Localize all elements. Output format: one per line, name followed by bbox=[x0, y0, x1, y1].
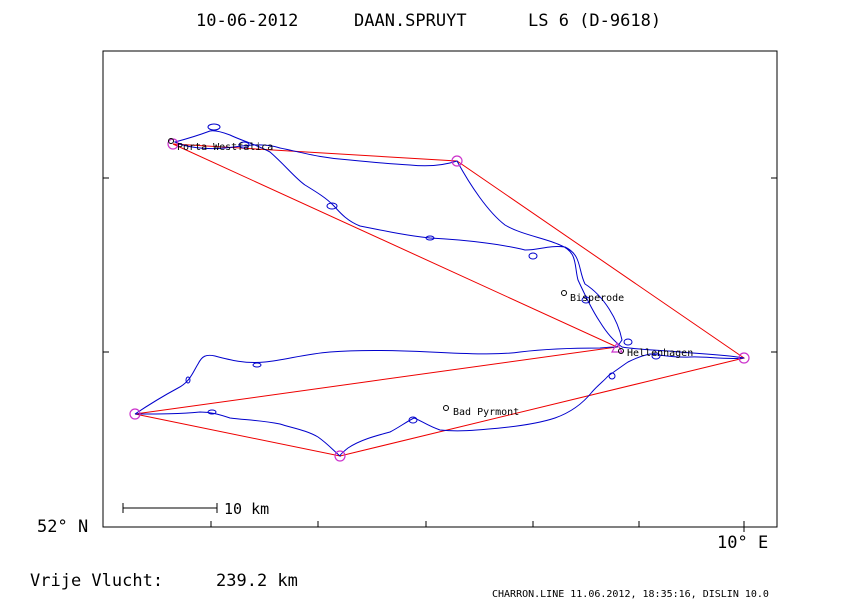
turnpoint-2 bbox=[451, 155, 463, 167]
track-leg-north bbox=[173, 130, 623, 348]
right-ticks bbox=[771, 177, 777, 353]
thermal-markers bbox=[185, 123, 661, 424]
scale-bar bbox=[122, 503, 218, 513]
footer-text: CHARRON.LINE 11.06.2012, 18:35:16, DISLI… bbox=[492, 589, 769, 600]
place-label-hellenhagen: Hellenhagen bbox=[627, 348, 693, 359]
title-glider: LS 6 (D-9618) bbox=[528, 11, 661, 31]
flight-track bbox=[134, 130, 745, 458]
place-label-bisperode: Bisperode bbox=[570, 293, 624, 304]
lon-label: 10° E bbox=[717, 533, 768, 553]
turnpoints bbox=[129, 138, 750, 462]
track-leg-west bbox=[134, 346, 618, 415]
place-markers bbox=[168, 138, 624, 411]
place-label-bad-pyrmont: Bad Pyrmont bbox=[453, 407, 519, 418]
scale-bar-label: 10 km bbox=[224, 500, 269, 518]
place-marker-bad-pyrmont bbox=[443, 405, 449, 411]
turnpoint-4 bbox=[334, 450, 346, 462]
turnpoint-5 bbox=[129, 408, 141, 420]
lat-label: 52° N bbox=[37, 517, 88, 537]
title-pilot: DAAN.SPRUYT bbox=[354, 11, 467, 31]
place-label-porta-westfalica: Porta Westfalica bbox=[177, 142, 273, 153]
turnpoint-finish bbox=[610, 341, 624, 353]
plot-frame bbox=[102, 50, 778, 528]
left-ticks bbox=[103, 177, 109, 353]
task-polyline bbox=[134, 143, 746, 457]
place-marker-hellenhagen bbox=[618, 348, 624, 354]
title-date: 10-06-2012 bbox=[196, 11, 298, 31]
track-leg-east bbox=[607, 346, 745, 377]
bottom-ticks bbox=[210, 521, 745, 532]
distance-label: Vrije Vlucht: bbox=[30, 571, 163, 591]
distance-value: 239.2 km bbox=[216, 571, 298, 591]
place-marker-porta-westfalica bbox=[168, 138, 174, 144]
track-leg-south bbox=[134, 375, 609, 458]
place-labels: Porta Westfalica Bisperode Hellenhagen B… bbox=[177, 142, 693, 418]
task-route bbox=[134, 143, 746, 457]
turnpoint-3 bbox=[738, 352, 750, 364]
place-marker-bisperode bbox=[561, 290, 567, 296]
